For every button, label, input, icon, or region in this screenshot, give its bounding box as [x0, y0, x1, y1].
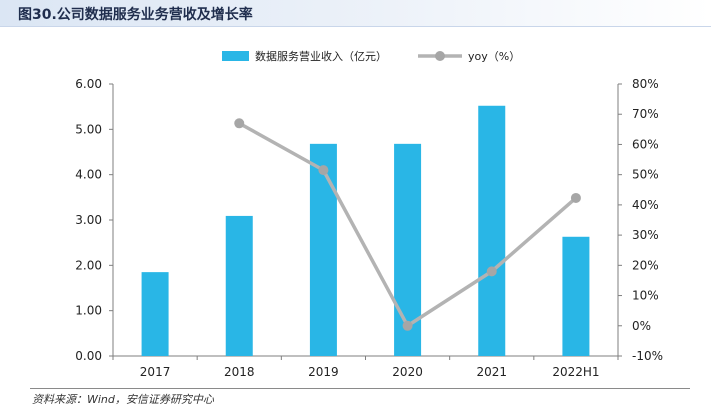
right-axis-tick-label: 70% — [632, 107, 659, 121]
right-axis-tick-label: 40% — [632, 198, 659, 212]
legend-line-marker — [435, 51, 445, 61]
x-axis-tick-label: 2021 — [476, 365, 507, 379]
x-axis-tick-label: 2019 — [308, 365, 339, 379]
legend-bar-label: 数据服务营业收入（亿元） — [255, 49, 387, 63]
x-axis-tick-label: 2020 — [392, 365, 423, 379]
bar — [562, 236, 590, 356]
right-axis-tick-label: 0% — [632, 319, 651, 333]
bar — [309, 143, 337, 356]
left-axis-tick-label: 4.00 — [75, 168, 102, 182]
title-bar: 图30.公司数据服务业务营收及增长率 — [0, 0, 711, 27]
legend-bar-swatch — [222, 51, 249, 61]
figure-title: 图30.公司数据服务业务营收及增长率 — [18, 7, 253, 23]
left-axis-tick-label: 5.00 — [75, 122, 102, 136]
right-axis-tick-label: 10% — [632, 289, 659, 303]
right-axis-tick-label: 50% — [632, 168, 659, 182]
right-axis-tick-label: 20% — [632, 258, 659, 272]
left-axis-tick-label: 0.00 — [75, 349, 102, 363]
left-axis-tick-label: 3.00 — [75, 213, 102, 227]
source-note: 资料来源：Wind，安信证券研究中心 — [32, 393, 214, 406]
bar — [225, 215, 253, 356]
left-axis-tick-label: 6.00 — [75, 77, 102, 91]
bar — [478, 105, 506, 356]
yoy-point — [486, 266, 497, 277]
right-axis-tick-label: 60% — [632, 137, 659, 151]
yoy-point — [402, 320, 413, 331]
x-axis-tick-label: 2017 — [140, 365, 171, 379]
yoy-point — [318, 165, 329, 176]
left-axis-tick-label: 2.00 — [75, 258, 102, 272]
yoy-point — [234, 118, 245, 129]
x-axis-tick-label: 2022H1 — [552, 365, 599, 379]
right-axis-tick-label: -10% — [632, 349, 663, 363]
yoy-point — [570, 192, 581, 203]
legend-line-label: yoy（%） — [468, 50, 520, 63]
x-axis-tick-label: 2018 — [224, 365, 255, 379]
bar — [141, 272, 169, 356]
left-axis-tick-label: 1.00 — [75, 304, 102, 318]
right-axis-tick-label: 80% — [632, 77, 659, 91]
divider — [30, 388, 690, 389]
right-axis-tick-label: 30% — [632, 228, 659, 242]
